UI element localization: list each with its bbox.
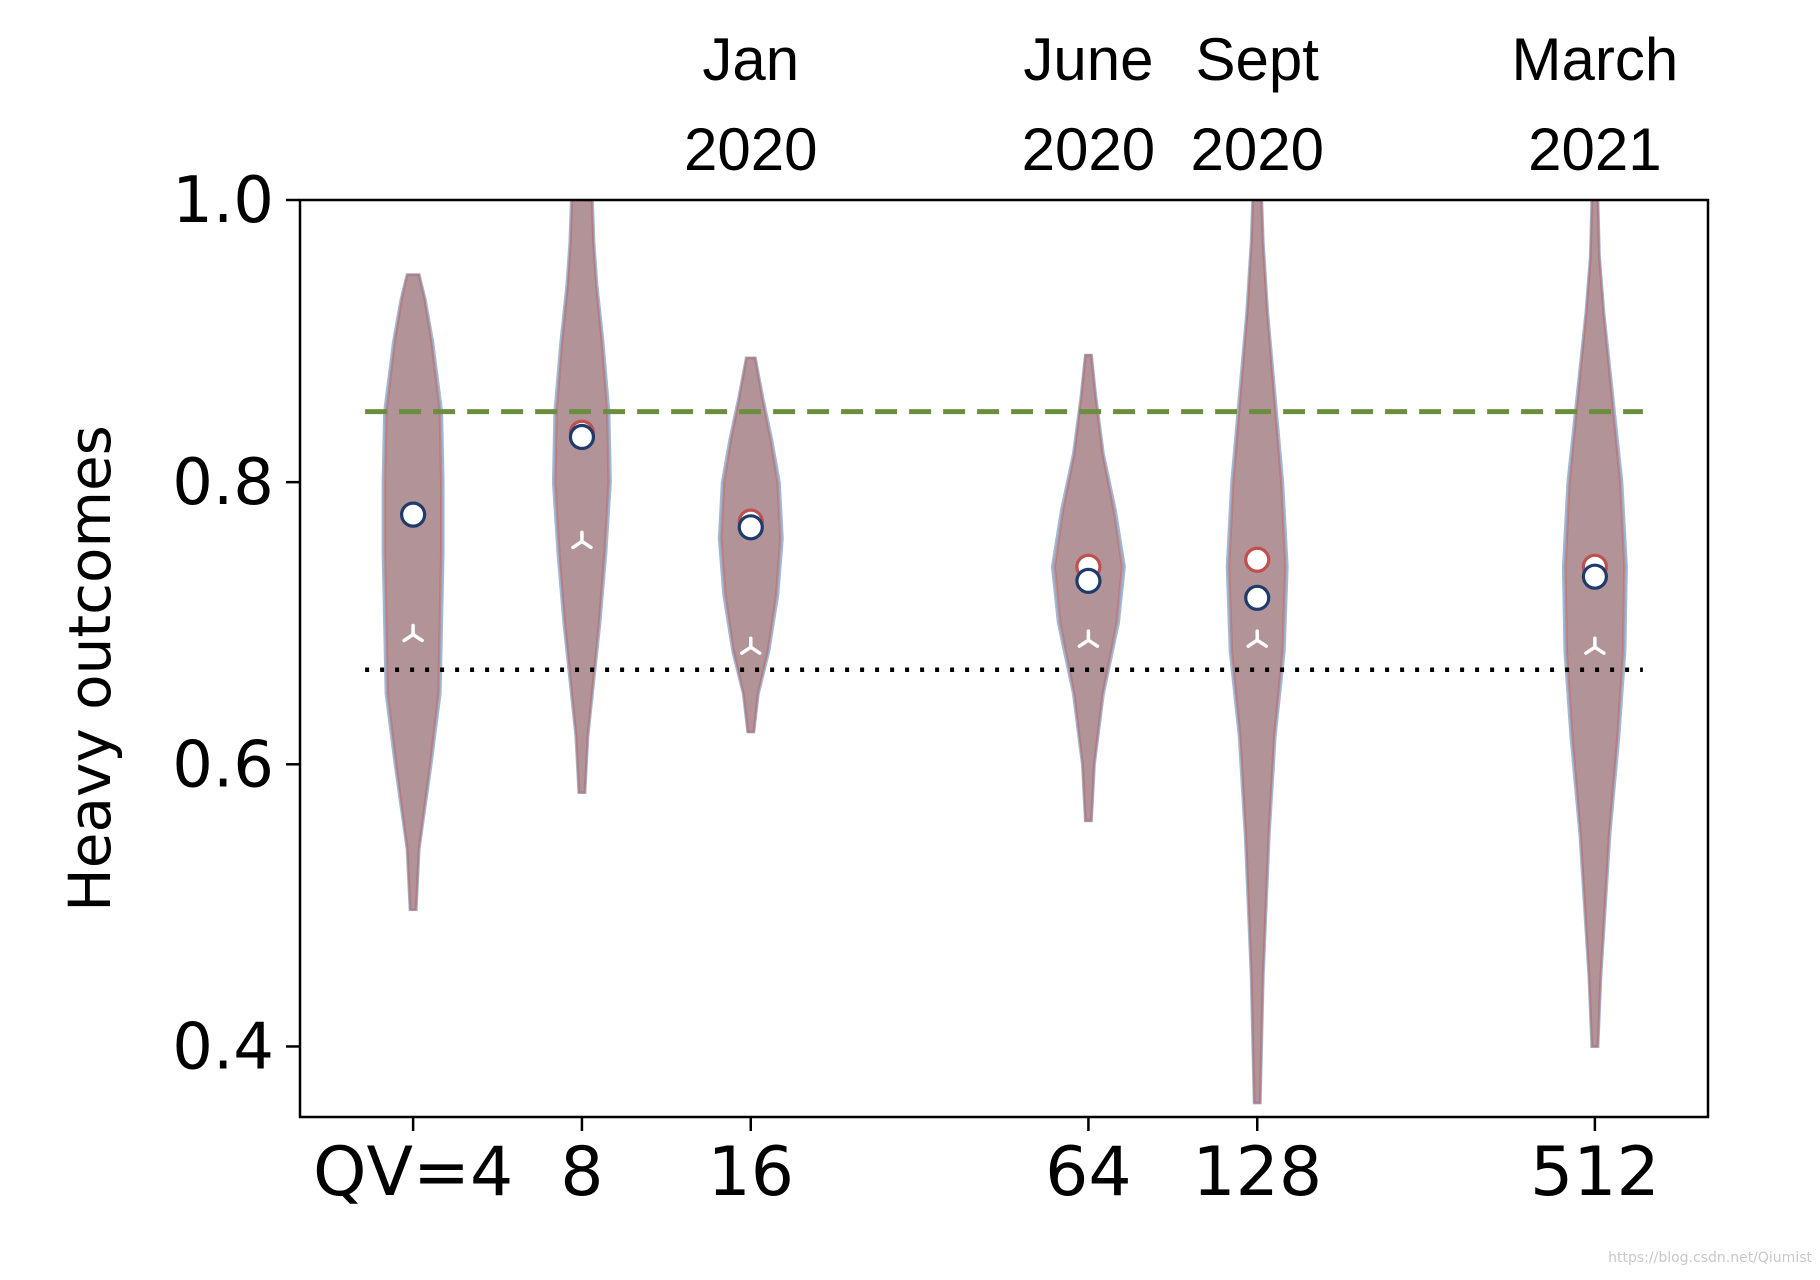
y-tick-label: 0.4 xyxy=(172,1010,274,1084)
mean-marker-blue-128 xyxy=(1244,584,1271,611)
y-tick-label: 0.6 xyxy=(172,728,274,802)
mean-marker-red-128 xyxy=(1244,546,1271,573)
top-date-label: June 2020 xyxy=(1022,26,1155,183)
violin-red-128 xyxy=(1228,200,1287,1104)
violin-red-16 xyxy=(720,357,782,733)
top-date-year: 2020 xyxy=(1022,116,1155,183)
top-date-year: 2020 xyxy=(684,116,817,183)
top-date-month: March xyxy=(1512,26,1679,93)
y-axis: 0.4 0.6 0.8 1.0 xyxy=(172,164,300,1084)
mean-marker-blue-64 xyxy=(1075,567,1102,595)
top-date-month: Sept xyxy=(1196,26,1320,93)
violins-layer xyxy=(381,200,1628,1105)
lower-bound-marker-16 xyxy=(740,636,762,655)
top-date-label: March 2021 xyxy=(1512,26,1679,183)
top-date-label: Sept 2020 xyxy=(1190,26,1323,183)
top-date-month: June xyxy=(1023,26,1153,93)
top-date-label: Jan 2020 xyxy=(684,26,817,183)
y-tick-label: 0.8 xyxy=(172,446,274,520)
top-date-labels: Jan 2020 June 2020 Sept 2020 March 2021 xyxy=(684,26,1678,183)
top-date-year: 2021 xyxy=(1528,116,1661,183)
x-tick-label: 64 xyxy=(1045,1133,1132,1212)
violin-red-8 xyxy=(554,200,610,794)
x-tick-label: 8 xyxy=(560,1133,603,1212)
x-tick-label: 512 xyxy=(1530,1133,1660,1212)
top-date-month: Jan xyxy=(702,26,799,93)
lower-bound-marker-QV=4 xyxy=(402,623,424,643)
lower-bound-marker-512 xyxy=(1584,636,1606,655)
y-tick-label: 1.0 xyxy=(172,164,274,238)
violin-red-QV=4 xyxy=(384,273,442,911)
markers-layer xyxy=(400,419,1608,655)
x-tick-label: 16 xyxy=(707,1133,794,1212)
top-date-year: 2020 xyxy=(1190,116,1323,183)
x-axis: QV=4 8 16 64 128 512 xyxy=(313,1117,1660,1212)
lower-bound-marker-8 xyxy=(571,530,593,550)
mean-marker-blue-16 xyxy=(737,514,764,541)
mean-marker-blue-8 xyxy=(568,423,596,451)
plot-frame xyxy=(298,198,1710,1119)
mean-marker-blue-512 xyxy=(1581,563,1608,590)
watermark: https://blog.csdn.net/Qiumist xyxy=(1608,1250,1812,1266)
x-tick-label: 128 xyxy=(1192,1133,1322,1212)
violin-red-512 xyxy=(1564,200,1626,1048)
y-axis-label: Heavy outcomes xyxy=(56,425,124,912)
lower-bound-marker-128 xyxy=(1246,629,1268,648)
lower-bound-marker-64 xyxy=(1077,629,1100,648)
mean-marker-blue-QV=4 xyxy=(400,501,427,528)
x-tick-label: QV=4 xyxy=(313,1133,513,1212)
threshold-lines xyxy=(365,409,1643,673)
